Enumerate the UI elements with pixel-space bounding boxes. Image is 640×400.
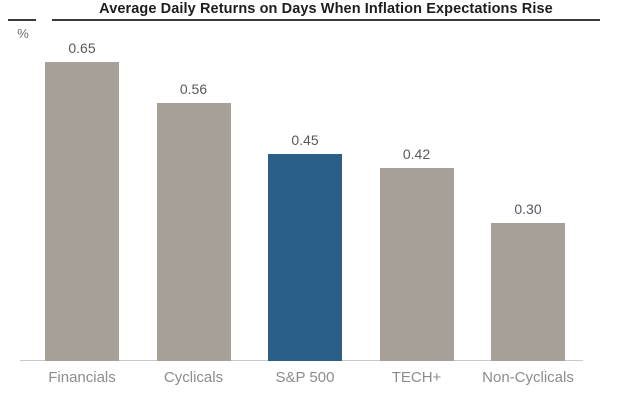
- bar-value-label-cyclicals: 0.56: [179, 81, 208, 97]
- chart-title: Average Daily Returns on Days When Infla…: [99, 1, 553, 17]
- category-label-financials: Financials: [48, 369, 116, 386]
- bar-cyclicals: [156, 103, 231, 361]
- bar-s-p-500: [268, 154, 342, 361]
- bar-value-label-financials: 0.65: [68, 40, 96, 56]
- category-label-tech: TECH+: [391, 369, 442, 386]
- bar-financials: [45, 62, 119, 361]
- axis-header-rule: [8, 19, 36, 21]
- bar-value-label-tech: 0.42: [402, 146, 431, 162]
- bar-tech: [379, 168, 454, 361]
- category-label-cyclicals: Cyclicals: [163, 369, 224, 386]
- y-axis-unit-label: %: [17, 26, 29, 41]
- bar-value-label-s-p-500: 0.45: [291, 132, 319, 148]
- category-label-non-cyclicals: Non-Cyclicals: [482, 369, 574, 386]
- bar-non-cyclicals: [491, 223, 565, 361]
- bar-value-label-non-cyclicals: 0.30: [514, 201, 542, 217]
- category-label-s-p-500: S&P 500: [275, 369, 335, 386]
- title-underline: [52, 19, 600, 21]
